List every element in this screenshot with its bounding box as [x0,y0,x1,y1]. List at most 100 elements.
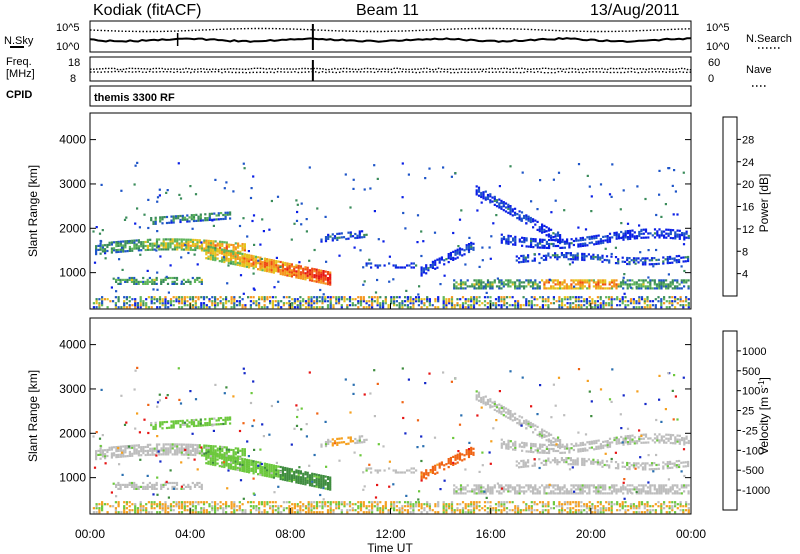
range-cell [484,283,487,286]
range-cell [101,229,104,232]
range-cell [547,296,550,299]
range-cell [239,463,242,466]
range-cell [472,296,476,299]
range-cell [398,302,401,305]
range-cell [434,298,437,301]
range-cell [525,442,528,445]
range-cell [500,287,503,290]
range-cell [629,231,632,234]
range-cell [204,213,207,216]
range-cell [538,486,541,489]
range-cell [110,241,113,244]
range-cell [543,429,546,432]
range-cell [428,304,431,307]
range-cell [556,258,559,261]
range-cell [401,302,404,305]
range-cell [527,215,530,218]
range-cell [542,463,545,466]
range-cell [577,226,580,229]
range-cell [203,454,206,457]
range-cell [115,483,118,486]
range-cell [527,459,530,462]
range-cell [150,501,153,504]
range-cell [135,278,138,281]
range-cell [404,296,407,299]
range-cell [658,484,661,487]
range-cell [505,242,508,245]
range-cell [615,490,618,493]
range-cell [655,285,659,288]
range-cell [590,257,593,260]
range-cell [561,306,564,309]
range-cell [139,280,142,283]
range-cell [153,507,156,510]
range-cell [595,445,598,448]
range-cell [584,244,587,247]
range-cell [585,255,588,258]
range-cell [577,300,580,303]
range-cell [640,484,643,487]
range-cell [448,302,451,305]
range-cell [543,433,546,436]
range-cell [484,395,487,398]
range-cell [673,462,676,465]
range-cell [178,451,181,454]
range-cell [605,259,609,262]
range-cell [196,243,199,246]
range-cell [442,306,445,309]
range-cell [628,462,631,465]
range-cell [348,298,352,301]
range-cell [583,463,586,467]
range-cell [217,423,220,426]
range-cell [547,304,550,307]
range-cell [126,485,129,488]
range-cell [532,492,535,495]
range-cell [393,300,396,303]
range-cell [122,449,125,452]
range-cell [525,419,528,422]
range-cell [145,509,148,512]
range-cell [450,300,454,303]
range-cell [574,488,577,491]
range-cell [473,283,476,286]
range-cell [245,462,248,465]
range-cell [131,454,134,457]
range-cell [191,248,195,251]
range-cell [137,241,140,244]
range-cell [568,490,571,493]
range-cell [593,243,596,246]
range-cell [633,436,636,439]
range-cell [470,298,473,301]
range-cell [644,484,647,487]
range-cell [349,233,352,236]
range-cell [150,424,153,427]
range-cell [472,298,476,301]
range-cell [180,443,183,446]
range-cell [554,484,557,487]
range-cell [189,296,192,299]
range-cell [647,249,650,252]
range-cell [498,492,501,495]
range-cell [311,277,314,280]
range-cell [164,300,167,303]
range-cell [113,241,116,244]
range-cell [475,484,478,487]
range-cell [259,463,262,466]
range-cell [347,237,350,240]
range-cell [174,422,178,425]
range-cell [227,249,230,253]
range-cell [250,187,253,190]
range-cell [678,434,681,437]
range-cell [272,466,275,469]
range-cell [536,208,539,211]
range-cell [674,298,677,301]
range-cell [145,298,148,301]
range-cell [674,279,677,282]
range-cell [302,476,305,479]
range-cell [572,279,575,282]
range-cell [203,446,206,449]
range-cell [516,484,519,487]
freq-line [90,67,692,71]
range-cell [669,230,672,234]
range-cell [456,461,459,464]
